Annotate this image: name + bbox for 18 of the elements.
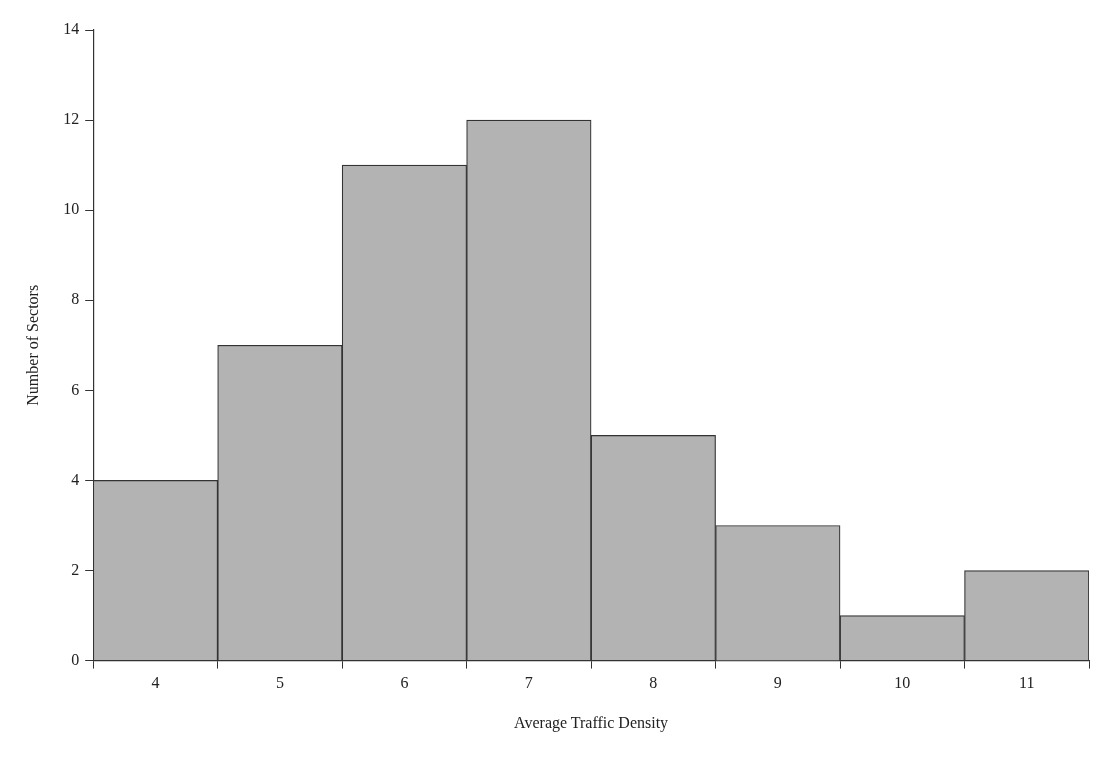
y-tick-label: 6 <box>71 380 80 398</box>
y-axis-title: Number of Sectors <box>23 284 41 406</box>
x-tick-label: 4 <box>151 674 160 692</box>
y-tick-label: 2 <box>71 560 80 578</box>
x-tick-label: 5 <box>275 674 284 692</box>
x-tick-label: 10 <box>894 674 911 692</box>
x-axis-title: Average Traffic Density <box>514 713 669 732</box>
x-tick-label: 6 <box>400 674 409 692</box>
y-tick-label: 4 <box>71 470 80 488</box>
y-tick-label: 8 <box>71 290 80 308</box>
y-tick-label: 0 <box>71 650 80 668</box>
y-tick-label: 14 <box>63 20 80 38</box>
y-tick-label: 12 <box>63 110 80 128</box>
x-tick-label: 9 <box>773 674 782 692</box>
y-tick-label: 10 <box>63 200 80 218</box>
x-tick-label: 11 <box>1019 674 1035 692</box>
x-tick-label: 8 <box>649 674 658 692</box>
x-tick-label: 7 <box>524 674 533 692</box>
